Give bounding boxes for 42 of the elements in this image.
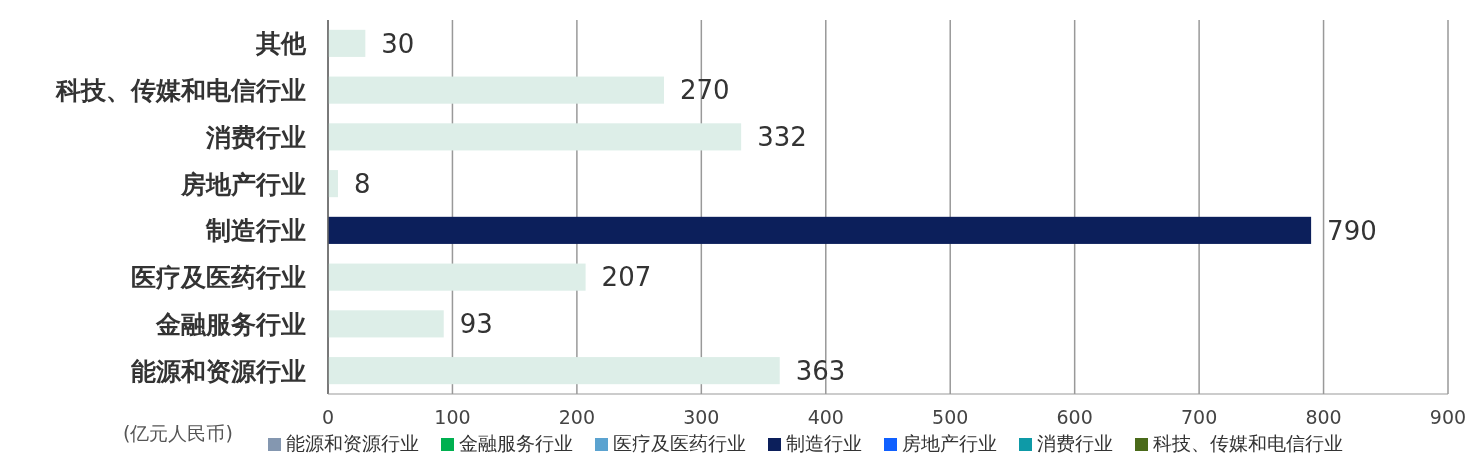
x-tick-label: 100 bbox=[434, 406, 471, 428]
y-tick-label: 医疗及医药行业 bbox=[131, 263, 306, 293]
data-label: 270 bbox=[680, 75, 730, 106]
x-tick-label: 300 bbox=[683, 406, 720, 428]
data-label: 207 bbox=[601, 262, 652, 293]
text: 消费行业 bbox=[1037, 432, 1113, 454]
y-tick-label: 金融服务行业 bbox=[155, 309, 306, 339]
bar bbox=[328, 357, 780, 385]
x-axis-title: (亿元人民币) bbox=[123, 422, 233, 444]
text: 科技、传媒和电信行业 bbox=[1153, 432, 1343, 454]
text: 能源和资源行业 bbox=[286, 432, 419, 454]
x-tick-label: 0 bbox=[321, 406, 335, 428]
x-tick-label: 900 bbox=[1429, 406, 1467, 428]
y-tick-label: 科技、传媒和电信行业 bbox=[55, 76, 306, 106]
bar bbox=[328, 76, 664, 104]
x-tick-label: 800 bbox=[1305, 406, 1342, 428]
bar bbox=[328, 29, 366, 57]
y-tick-label: 其他 bbox=[255, 29, 307, 59]
text: 房地产行业 bbox=[902, 432, 997, 454]
x-tick-label: 700 bbox=[1180, 406, 1218, 428]
data-label: 8 bbox=[353, 168, 371, 199]
x-tick-label: 200 bbox=[558, 406, 596, 428]
y-tick-label: 房地产行业 bbox=[180, 169, 306, 199]
data-label: 790 bbox=[1327, 215, 1377, 246]
data-label: 363 bbox=[795, 355, 846, 386]
bar bbox=[328, 310, 444, 338]
bar bbox=[328, 123, 742, 151]
x-tick-label: 500 bbox=[932, 406, 969, 428]
data-label: 93 bbox=[459, 309, 493, 340]
bar bbox=[328, 263, 586, 291]
y-tick-label: 制造行业 bbox=[205, 216, 306, 246]
text: 制造行业 bbox=[786, 432, 862, 454]
bar bbox=[328, 216, 1312, 244]
text: 医疗及医药行业 bbox=[613, 432, 746, 454]
y-tick-label: 能源和资源行业 bbox=[131, 356, 306, 386]
x-tick-label: 600 bbox=[1056, 406, 1093, 428]
data-label: 30 bbox=[381, 28, 415, 59]
y-tick-label: 消费行业 bbox=[205, 122, 306, 152]
data-label: 332 bbox=[757, 122, 807, 153]
text: 金融服务行业 bbox=[459, 432, 573, 454]
x-tick-label: 400 bbox=[807, 406, 844, 428]
bar bbox=[328, 170, 338, 198]
